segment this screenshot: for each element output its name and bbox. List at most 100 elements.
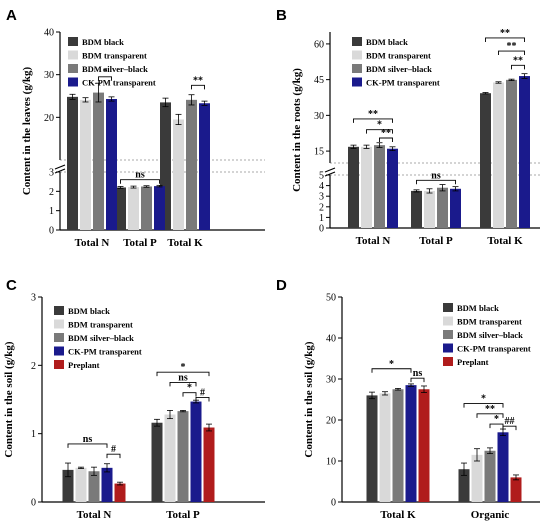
legend-label: BDM silver–black: [366, 64, 432, 74]
bar: [186, 99, 197, 230]
significance-bracket: [67, 443, 108, 448]
axis-break-mark: [54, 168, 66, 174]
legend-swatch: [443, 303, 453, 312]
y-axis-label: Content in the soil (g/kg): [3, 341, 15, 457]
legend-label: CK-PM transparent: [82, 78, 156, 88]
significance-label: **: [193, 75, 203, 86]
bar: [405, 385, 417, 502]
bar: [141, 186, 152, 230]
y-tick-label: 45: [314, 75, 324, 86]
bar: [62, 469, 74, 502]
legend-swatch: [68, 77, 78, 87]
y-tick-label: 60: [314, 39, 324, 50]
y-tick-label: 20: [44, 113, 54, 124]
bar: [160, 102, 171, 230]
bar: [151, 422, 163, 502]
y-tick-label: 40: [326, 334, 336, 345]
axis-break-mark: [324, 167, 336, 173]
significance-bracket: [416, 179, 456, 185]
x-tick-label: Total P: [166, 509, 200, 521]
bar: [450, 188, 461, 228]
bar: [348, 146, 359, 228]
panel-letter: C: [6, 277, 17, 294]
y-tick-label: 0: [31, 498, 36, 509]
y-tick-label: 20: [326, 416, 336, 427]
y-tick-label: 30: [326, 375, 336, 386]
bar: [437, 187, 448, 228]
legend-label: BDM transparent: [82, 51, 147, 61]
legend-label: BDM black: [68, 306, 110, 316]
x-tick-label: Total N: [75, 237, 110, 249]
axis-break-mark: [324, 171, 336, 177]
x-tick-label: Total K: [167, 237, 203, 249]
significance-bracket: [366, 129, 393, 134]
legend-swatch: [68, 50, 78, 60]
legend-label: BDM black: [457, 303, 499, 313]
bar: [379, 393, 391, 502]
significance-label: **: [500, 28, 510, 39]
legend-swatch: [68, 37, 78, 46]
panel-letter: A: [6, 7, 17, 24]
bar: [424, 190, 435, 228]
bar: [128, 187, 139, 230]
legend-swatch: [443, 330, 453, 339]
y-tick-label: 30: [314, 111, 324, 122]
x-tick-label: Total P: [123, 237, 157, 249]
significance-label: *: [377, 120, 382, 131]
panel-letter: B: [276, 7, 287, 24]
significance-label: **: [507, 41, 517, 52]
legend-label: BDM transparent: [457, 317, 522, 327]
bar: [199, 103, 210, 230]
bar: [458, 469, 470, 502]
y-tick-label: 2: [319, 202, 324, 213]
significance-bracket: [182, 392, 197, 397]
significance-label: ns: [83, 434, 93, 445]
bar: [471, 454, 483, 502]
legend-swatch: [54, 360, 64, 369]
panel-d: D 0 10 20 30 40 50 Content in the soil (g/kg) To…: [276, 277, 540, 521]
y-tick-label: 10: [326, 457, 336, 468]
panel-letter: D: [276, 277, 287, 294]
legend-swatch: [443, 316, 453, 326]
y-tick-label: 50: [326, 293, 336, 304]
bar: [411, 190, 422, 228]
bar: [506, 79, 517, 228]
legend-label: Preplant: [457, 357, 489, 367]
y-axis-label: Content in the roots (g/kg): [291, 68, 303, 192]
legend-swatch: [352, 64, 362, 73]
y-tick-label: 3: [49, 168, 54, 179]
legend-label: CK-PM transparent: [68, 347, 142, 357]
y-tick-label: 0: [331, 498, 336, 509]
bar: [480, 93, 491, 228]
legend-label: CK-PM transparent: [457, 344, 531, 354]
legend-swatch: [443, 343, 453, 353]
significance-label: #: [111, 444, 116, 455]
significance-bracket: [410, 377, 425, 383]
y-tick-label: 15: [314, 147, 324, 158]
legend-label: CK-PM transparent: [366, 78, 440, 88]
y-tick-label: 1: [319, 213, 324, 224]
legend-label: BDM black: [82, 37, 124, 47]
bar: [493, 82, 504, 229]
legend-swatch: [54, 319, 64, 329]
significance-bracket: [191, 84, 205, 90]
bar: [164, 414, 176, 502]
y-tick-label: 4: [319, 181, 324, 192]
bar: [106, 98, 117, 230]
bar: [387, 148, 398, 228]
legend-label: BDM silver–black: [82, 64, 148, 74]
legend-swatch: [54, 346, 64, 356]
y-tick-label: 1: [31, 429, 36, 440]
x-tick-label: Total N: [356, 235, 391, 247]
significance-label: **: [381, 128, 391, 139]
significance-bracket: [502, 425, 517, 431]
bar: [173, 119, 184, 230]
bar: [93, 92, 104, 230]
bar: [366, 395, 378, 502]
significance-label: **: [513, 55, 523, 66]
y-tick-label: 3: [31, 293, 36, 304]
significance-label: ns: [178, 372, 188, 383]
y-axis-label: Content in the soil (g/kg): [303, 341, 315, 457]
y-tick-label: 5: [319, 171, 324, 182]
y-axis-label: Content in the leaves (g/kg): [21, 67, 33, 196]
